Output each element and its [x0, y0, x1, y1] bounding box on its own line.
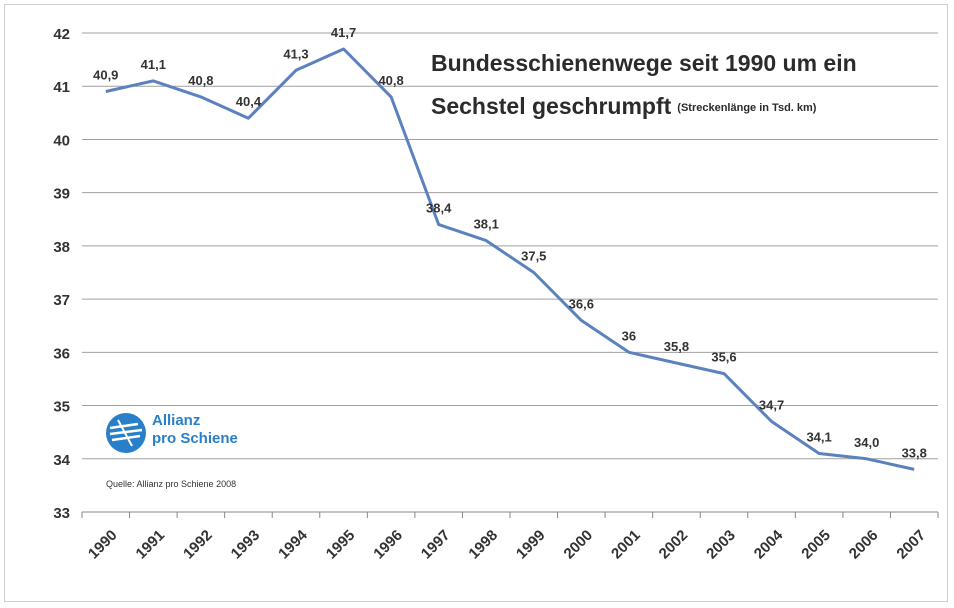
- source-note: Quelle: Allianz pro Schiene 2008: [106, 479, 237, 489]
- data-label-1993: 40,4: [236, 94, 262, 109]
- data-label-1994: 41,3: [283, 46, 308, 61]
- data-label-2000: 36,6: [569, 296, 594, 311]
- chart-title-line2: Sechstel geschrumpft (Streckenlänge in Ts…: [431, 93, 816, 120]
- data-label-1992: 40,8: [188, 73, 213, 88]
- x-tick-label-1990: 1990: [85, 527, 121, 563]
- logo-rail-icon: [109, 422, 143, 442]
- y-tick-label: 36: [53, 345, 70, 362]
- data-label-1998: 38,1: [474, 217, 499, 232]
- x-tick-label-1992: 1992: [180, 527, 216, 563]
- data-label-2003: 35,6: [711, 350, 736, 365]
- x-tick-label-2000: 2000: [561, 527, 597, 563]
- y-tick-label: 34: [53, 452, 70, 469]
- logo-line1: Allianz: [152, 412, 201, 429]
- data-label-1997: 38,4: [426, 201, 452, 216]
- x-tick-label-2007: 2007: [893, 527, 929, 563]
- data-label-2004: 34,7: [759, 398, 784, 413]
- x-tick-label-1998: 1998: [465, 527, 501, 563]
- x-tick-label-2001: 2001: [608, 527, 644, 563]
- data-label-1991: 41,1: [141, 57, 166, 72]
- data-label-2002: 35,8: [664, 339, 689, 354]
- data-label-1996: 40,8: [378, 73, 403, 88]
- data-label-2005: 34,1: [806, 429, 831, 444]
- x-tick-label-1994: 1994: [275, 526, 311, 562]
- y-tick-label: 39: [53, 186, 70, 203]
- allianz-pro-schiene-logo: [106, 413, 146, 453]
- y-tick-label: 38: [53, 239, 70, 256]
- series-line: [105, 47, 915, 471]
- logo-text: Allianz pro Schiene: [152, 412, 238, 448]
- x-tick-label-2005: 2005: [798, 527, 834, 563]
- x-tick-label-2003: 2003: [703, 527, 739, 563]
- chart-frame: [4, 4, 948, 602]
- x-tick-label-2002: 2002: [656, 527, 692, 563]
- y-tick-label: 35: [53, 399, 70, 416]
- y-tick-label: 41: [53, 79, 70, 96]
- x-tick-label-1999: 1999: [513, 527, 549, 563]
- logo-line2: pro Schiene: [152, 430, 238, 447]
- x-tick-label-1991: 1991: [133, 527, 169, 563]
- chart-title-line1: Bundesschienenwege seit 1990 um ein: [431, 50, 857, 76]
- y-tick-label: 42: [53, 26, 70, 43]
- y-tick-label: 40: [53, 132, 70, 149]
- data-label-1999: 37,5: [521, 249, 546, 264]
- data-label-2001: 36: [622, 328, 636, 343]
- data-label-1995: 41,7: [331, 25, 356, 40]
- data-label-2007: 33,8: [902, 445, 927, 460]
- x-tick-label-1997: 1997: [418, 527, 454, 563]
- data-label-1990: 40,9: [93, 68, 118, 83]
- x-tick-label-1996: 1996: [370, 527, 406, 563]
- x-tick-label-1995: 1995: [323, 527, 359, 563]
- data-label-2006: 34,0: [854, 435, 879, 450]
- x-tick-label-1993: 1993: [228, 527, 264, 563]
- y-tick-label: 37: [53, 292, 70, 309]
- x-tick-label-2004: 2004: [751, 526, 787, 562]
- chart-subtitle: (Streckenlänge in Tsd. km): [677, 102, 817, 114]
- y-tick-label: 33: [53, 505, 70, 522]
- chart-title-line2-text: Sechstel geschrumpft: [431, 93, 672, 119]
- x-tick-label-2006: 2006: [846, 527, 882, 563]
